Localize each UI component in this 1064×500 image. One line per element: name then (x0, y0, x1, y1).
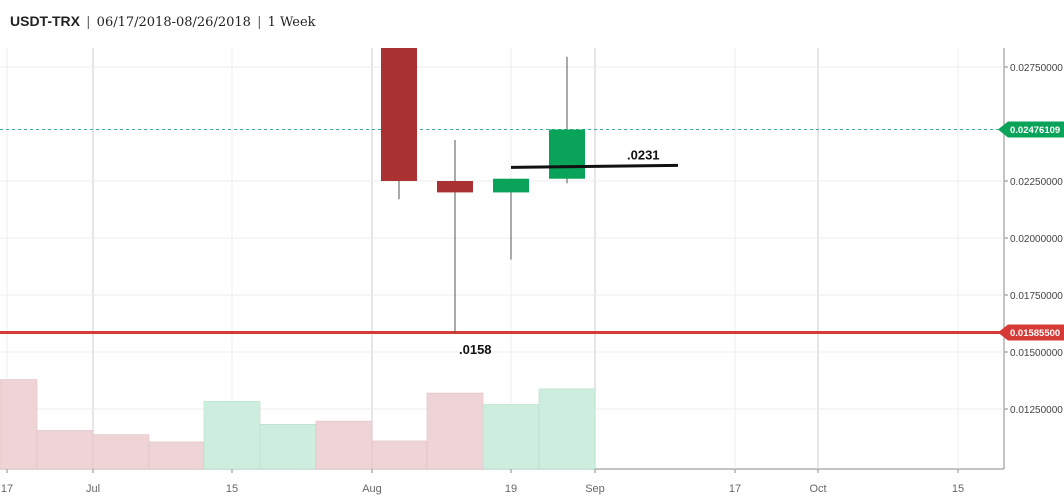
date-range-label: 06/17/2018-08/26/2018 (96, 15, 251, 30)
candle-body (437, 181, 473, 193)
x-tick-label: 17 (1, 483, 13, 495)
x-tick-label: Oct (809, 483, 826, 495)
volume-bar (36, 430, 94, 470)
price-tag-label: 0.01585500 (1010, 328, 1060, 339)
volume-bar (426, 392, 484, 470)
header-separator: | (257, 15, 262, 30)
candles (381, 48, 585, 333)
y-tick-label: 0.01750000 (1010, 291, 1063, 302)
volume-bar (0, 379, 38, 470)
y-tick-label: 0.02250000 (1010, 177, 1063, 188)
x-tick-label: 17 (729, 483, 741, 495)
candle-body (493, 178, 529, 193)
annotation-label: .0231 (627, 147, 660, 162)
candle-body (549, 129, 585, 179)
price-tag-shape (998, 324, 1064, 341)
y-tick-label: 0.02750000 (1010, 63, 1063, 74)
volume-bar (203, 401, 261, 470)
volume-bar (371, 440, 428, 470)
header-separator: | (86, 15, 91, 30)
chart-header: USDT-TRX | 06/17/2018-08/26/2018 | 1 Wee… (10, 13, 316, 30)
x-tick-label: 19 (505, 483, 517, 495)
volume-bars (0, 379, 596, 470)
price-tag: 0.02476109 (998, 121, 1064, 138)
price-tag-label: 0.02476109 (1010, 125, 1060, 136)
x-tick-label: Aug (362, 483, 382, 495)
y-tick-label: 0.01500000 (1010, 348, 1063, 359)
volume-bar (259, 423, 317, 470)
price-tag: 0.01585500 (998, 324, 1064, 341)
x-tick-label: Sep (585, 483, 605, 495)
x-tick-label: 15 (952, 483, 964, 495)
volume-bar (482, 404, 540, 470)
x-tick-label: Jul (86, 483, 100, 495)
volume-bar (148, 441, 205, 470)
volume-bar (92, 434, 150, 470)
annotation-line (510, 163, 679, 169)
y-tick-label: 0.02000000 (1010, 234, 1063, 245)
candle-body (381, 48, 417, 181)
pair-label: USDT-TRX (10, 13, 80, 29)
y-tick-label: 0.01250000 (1010, 405, 1063, 416)
x-tick-label: 15 (226, 483, 238, 495)
volume-bar (538, 388, 596, 470)
annotation-label: .0158 (459, 342, 492, 357)
price-tag-shape (998, 121, 1064, 138)
interval-label: 1 Week (267, 15, 316, 30)
volume-bar (315, 420, 373, 470)
